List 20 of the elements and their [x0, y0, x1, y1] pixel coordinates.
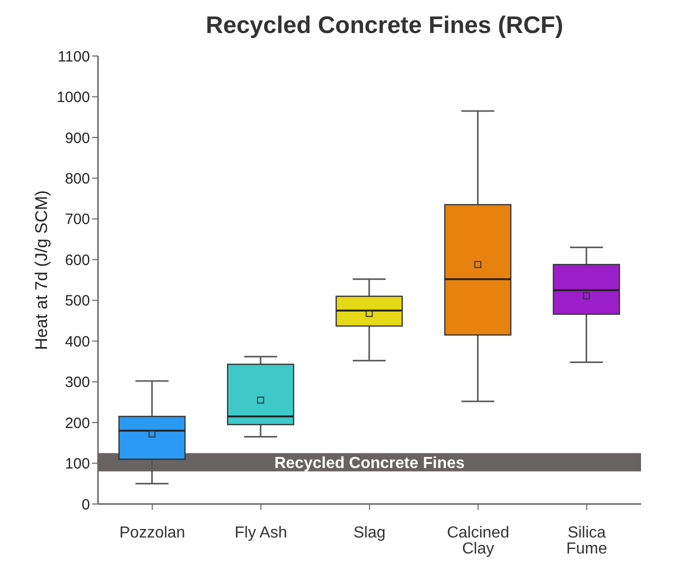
band-label: Recycled Concrete Fines [274, 454, 465, 472]
y-tick-label: 600 [64, 252, 90, 269]
x-tick-label: Pozzolan [119, 524, 186, 542]
chart-title: Recycled Concrete Fines (RCF) [204, 11, 564, 41]
y-tick-label: 0 [82, 496, 90, 514]
y-tick-label: 1000 [56, 89, 90, 106]
y-tick-label: 1100 [58, 48, 90, 66]
y-tick-label: 500 [64, 292, 90, 310]
x-tick-label: Calcined Clay [446, 524, 510, 558]
x-tick-label: Slag [353, 524, 386, 542]
x-tick-label: Fly Ash [234, 524, 288, 542]
y-tick-label: 700 [64, 211, 90, 228]
y-tick-label: 900 [64, 130, 90, 147]
y-tick-label: 100 [64, 456, 90, 473]
y-tick-label: 800 [64, 170, 90, 188]
x-tick-label: Silica Fume [566, 524, 608, 558]
y-axis-title: Heat at 7d (J/g SCM) [32, 190, 52, 350]
y-tick-label: 200 [64, 414, 90, 432]
y-tick-label: 300 [64, 374, 90, 392]
y-tick-label: 400 [64, 333, 90, 350]
